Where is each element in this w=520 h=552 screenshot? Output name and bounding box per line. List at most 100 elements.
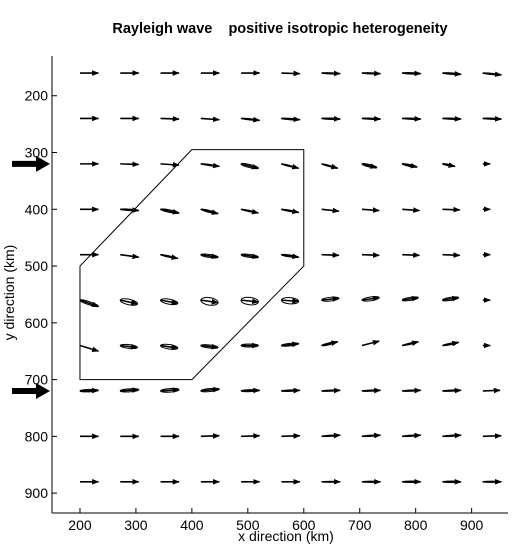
polarization-ellipse xyxy=(280,253,300,259)
vector-arrow xyxy=(361,163,378,169)
polarization-marker xyxy=(321,252,340,258)
polarization-ellipse xyxy=(321,480,341,483)
polarization-ellipse xyxy=(401,480,422,484)
vector-arrow xyxy=(120,387,140,393)
polarization-ellipse xyxy=(321,117,341,121)
polarization-ellipse xyxy=(321,72,341,75)
polarization-marker xyxy=(361,478,382,485)
polarization-ellipse xyxy=(240,253,259,259)
polarization-marker xyxy=(119,387,140,393)
polarization-marker xyxy=(442,387,462,394)
polarization-ellipse xyxy=(442,163,456,168)
vector-arrow xyxy=(120,299,139,306)
polarization-ellipse xyxy=(119,343,138,350)
polarization-ellipse xyxy=(240,296,259,306)
polarization-marker xyxy=(482,116,502,122)
polarization-marker xyxy=(361,116,382,122)
polarization-marker xyxy=(79,344,100,352)
polarization-ellipse xyxy=(200,208,219,215)
polarization-marker xyxy=(321,70,341,77)
polarization-ellipse xyxy=(361,434,381,438)
vector-arrow xyxy=(160,387,180,393)
vector-arrow xyxy=(281,116,301,123)
chart-title: Rayleigh wave positive isotropic heterog… xyxy=(112,21,448,37)
vector-arrow xyxy=(442,206,461,213)
polarization-marker xyxy=(401,116,422,122)
vector-arrow xyxy=(281,163,300,170)
polarization-marker xyxy=(200,296,219,306)
polarization-ellipse xyxy=(442,341,460,347)
polarization-marker xyxy=(79,299,100,308)
vector-arrow xyxy=(241,116,261,123)
polarization-ellipse xyxy=(442,117,462,120)
vector-arrow xyxy=(160,344,179,350)
vector-arrow xyxy=(79,299,100,308)
vector-arrow xyxy=(482,387,501,394)
polarization-marker xyxy=(240,296,260,306)
vector-arrow xyxy=(240,253,260,260)
polarization-marker xyxy=(240,387,261,394)
polarization-ellipse xyxy=(119,208,140,212)
polarization-ellipse xyxy=(280,163,300,169)
polarization-ellipse xyxy=(79,388,99,393)
polarization-marker xyxy=(402,252,421,258)
x-tick-label: 900 xyxy=(460,517,484,533)
vector-arrow xyxy=(402,340,419,347)
polarization-marker xyxy=(280,208,300,215)
vector-arrow xyxy=(240,163,260,170)
x-tick-label: 400 xyxy=(180,517,204,533)
vector-arrow xyxy=(361,387,382,394)
source-row-markers xyxy=(12,155,50,399)
polarization-ellipse xyxy=(200,344,219,349)
vector-arrow xyxy=(402,432,422,439)
polarization-marker xyxy=(401,340,419,347)
polarization-marker xyxy=(442,162,456,168)
polarization-marker xyxy=(240,208,260,215)
vector-arrow xyxy=(321,207,340,214)
polarization-marker xyxy=(442,71,462,77)
polarization-ellipse xyxy=(200,296,219,306)
vector-arrow xyxy=(442,387,462,394)
vector-arrow xyxy=(442,116,462,122)
polarization-marker xyxy=(321,432,341,439)
source-row-arrow xyxy=(12,155,50,172)
polarization-ellipse xyxy=(321,341,339,347)
heterogeneity-region xyxy=(79,149,305,381)
polarization-ellipse xyxy=(321,163,339,169)
polarization-marker xyxy=(160,387,180,393)
polarization-marker xyxy=(361,252,380,258)
vector-arrow xyxy=(241,433,261,439)
vector-arrow xyxy=(160,253,179,260)
polarization-ellipse xyxy=(401,117,422,120)
y-axis-label: y direction (km) xyxy=(1,245,17,341)
polarization-marker xyxy=(321,163,339,170)
polarization-marker xyxy=(321,387,341,394)
vector-arrow xyxy=(281,253,300,260)
polarization-marker xyxy=(361,207,380,213)
polarization-marker xyxy=(280,253,300,260)
vector-arrow xyxy=(160,208,180,215)
vector-arrow xyxy=(442,432,462,439)
vector-arrow xyxy=(241,298,260,305)
polarization-vectors xyxy=(79,70,502,485)
polarization-marker xyxy=(361,432,382,439)
y-tick-label: 800 xyxy=(25,428,49,444)
polarization-marker xyxy=(241,433,261,439)
polarization-marker xyxy=(482,387,501,394)
polarization-ellipse xyxy=(240,117,261,122)
y-tick-label: 200 xyxy=(25,88,49,104)
polarization-marker xyxy=(160,253,179,260)
x-tick-label: 500 xyxy=(236,517,260,533)
x-tick-label: 700 xyxy=(348,517,372,533)
polarization-marker xyxy=(321,207,340,214)
polarization-ellipse xyxy=(240,162,259,170)
polarization-marker xyxy=(119,343,139,350)
polarization-marker xyxy=(280,297,300,305)
y-tick-label: 600 xyxy=(25,315,49,331)
vector-arrow xyxy=(361,207,380,213)
polarization-marker xyxy=(361,70,382,77)
polarization-ellipse xyxy=(401,163,418,168)
vector-arrow xyxy=(442,252,461,258)
vector-arrow xyxy=(200,253,219,260)
vector-arrow xyxy=(120,161,140,168)
